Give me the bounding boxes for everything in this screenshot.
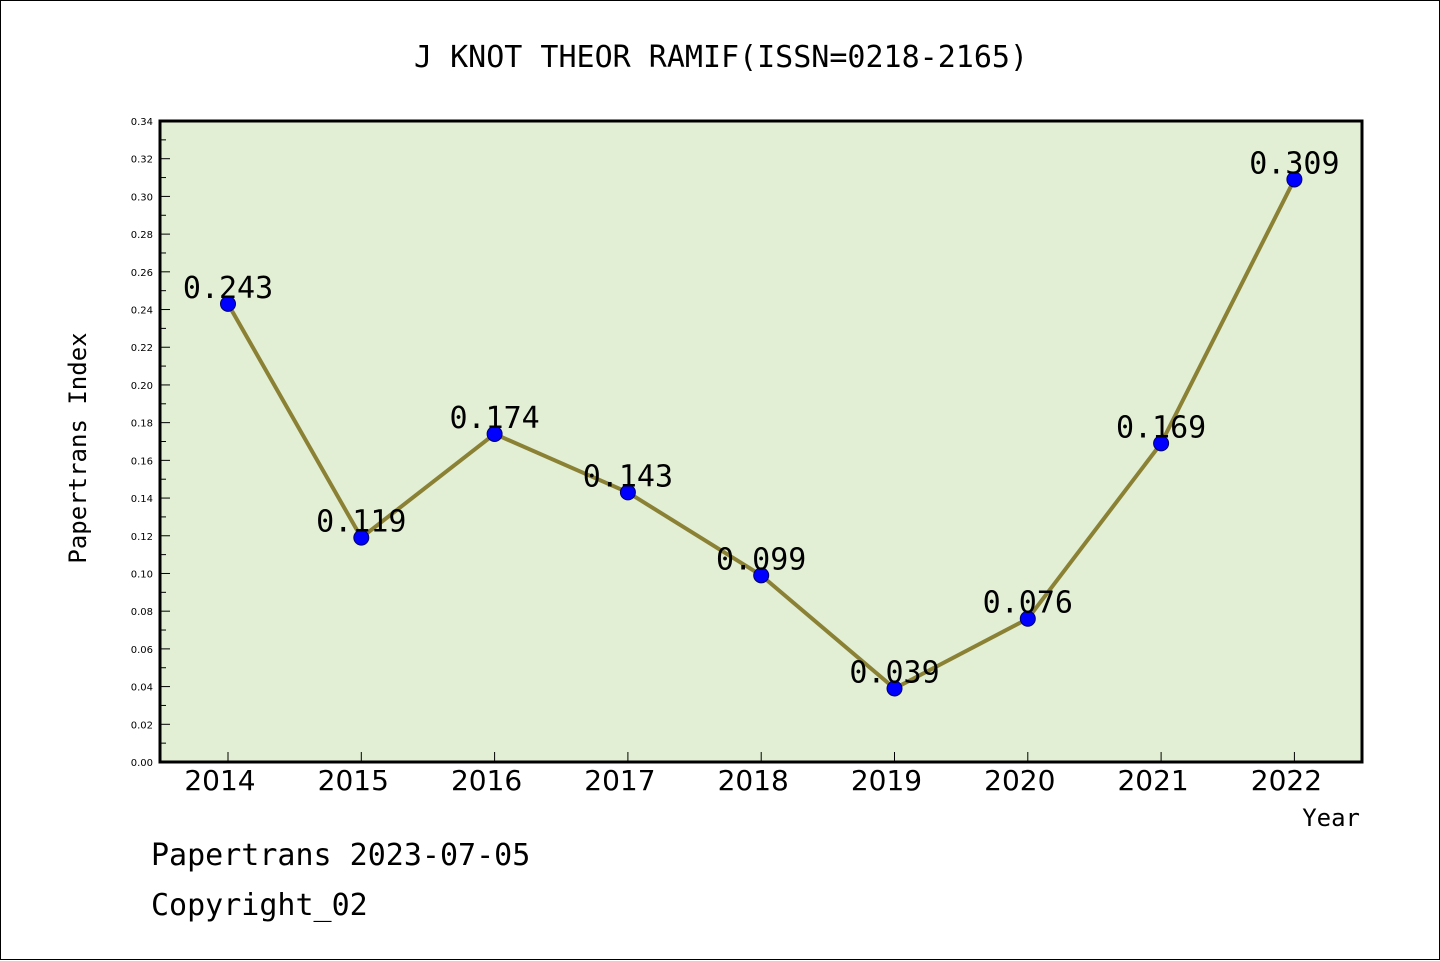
data-label: 0.174 <box>449 401 539 436</box>
x-tick-label: 2018 <box>718 764 789 797</box>
y-tick-label: 0.10 <box>131 569 153 580</box>
y-tick-label: 0.26 <box>131 268 153 279</box>
data-point <box>353 529 370 546</box>
x-tick-label: 2022 <box>1251 764 1322 797</box>
data-point <box>886 680 903 697</box>
y-tick-label: 0.32 <box>131 155 153 166</box>
x-axis-label: Year <box>1302 804 1360 832</box>
y-tick-label: 0.28 <box>131 230 153 241</box>
data-label: 0.076 <box>983 586 1073 621</box>
y-tick-label: 0.30 <box>131 192 153 203</box>
x-tick-label: 2014 <box>184 764 255 797</box>
footer-date: Papertrans 2023-07-05 <box>151 838 530 873</box>
y-tick-label: 0.20 <box>131 381 153 392</box>
data-label: 0.143 <box>583 459 673 494</box>
x-tick-label: 2017 <box>584 764 655 797</box>
data-label: 0.169 <box>1116 410 1206 445</box>
data-point <box>1153 435 1170 452</box>
y-tick-label: 0.06 <box>131 645 153 656</box>
y-tick-label: 0.22 <box>131 343 153 354</box>
x-tick-label: 2019 <box>851 764 922 797</box>
data-label: 0.119 <box>316 505 406 540</box>
y-tick-label: 0.02 <box>131 720 153 731</box>
data-point <box>1286 171 1303 188</box>
data-point <box>220 295 236 312</box>
footer-copyright: Copyright_02 <box>151 888 368 923</box>
y-tick-label: 0.18 <box>131 419 153 430</box>
x-tick-label: 2020 <box>984 764 1055 797</box>
data-point <box>619 484 636 501</box>
data-point <box>1019 610 1036 627</box>
chart-title: J KNOT THEOR RAMIF(ISSN=0218-2165) <box>414 40 1028 75</box>
y-tick-label: 0.12 <box>131 532 153 543</box>
data-label: 0.039 <box>849 655 939 690</box>
data-label-group: 0.243 0.119 0.174 0.143 0.099 0.039 0.076 0.169… <box>183 146 1340 690</box>
y-tick-label: 0.04 <box>131 683 153 694</box>
x-tick-label: 2021 <box>1117 764 1188 797</box>
data-label: 0.309 <box>1249 146 1339 181</box>
x-tick-label: 2016 <box>451 764 522 797</box>
x-tick-label: 2015 <box>318 764 389 797</box>
y-tick-label: 0.08 <box>131 607 153 618</box>
y-tick-label: 0.16 <box>131 456 153 467</box>
y-tick-label: 0.14 <box>131 494 153 505</box>
y-tick-label: 0.34 <box>131 117 153 128</box>
y-axis: 0.00 0.02 0.04 0.06 0.08 0.10 0.12 0.14 0.16 0.18… <box>131 117 170 769</box>
data-point <box>486 425 503 442</box>
data-label: 0.099 <box>716 542 806 577</box>
x-axis: 2014 2015 2016 2017 2018 2019 2020 2021 2022 <box>184 752 1322 797</box>
y-axis-label: Papertrans Index <box>64 332 92 563</box>
marker-group <box>220 171 1303 697</box>
data-point <box>753 567 770 584</box>
y-tick-label: 0.24 <box>131 306 153 317</box>
data-label: 0.243 <box>183 271 273 306</box>
y-tick-label: 0.00 <box>131 758 153 769</box>
